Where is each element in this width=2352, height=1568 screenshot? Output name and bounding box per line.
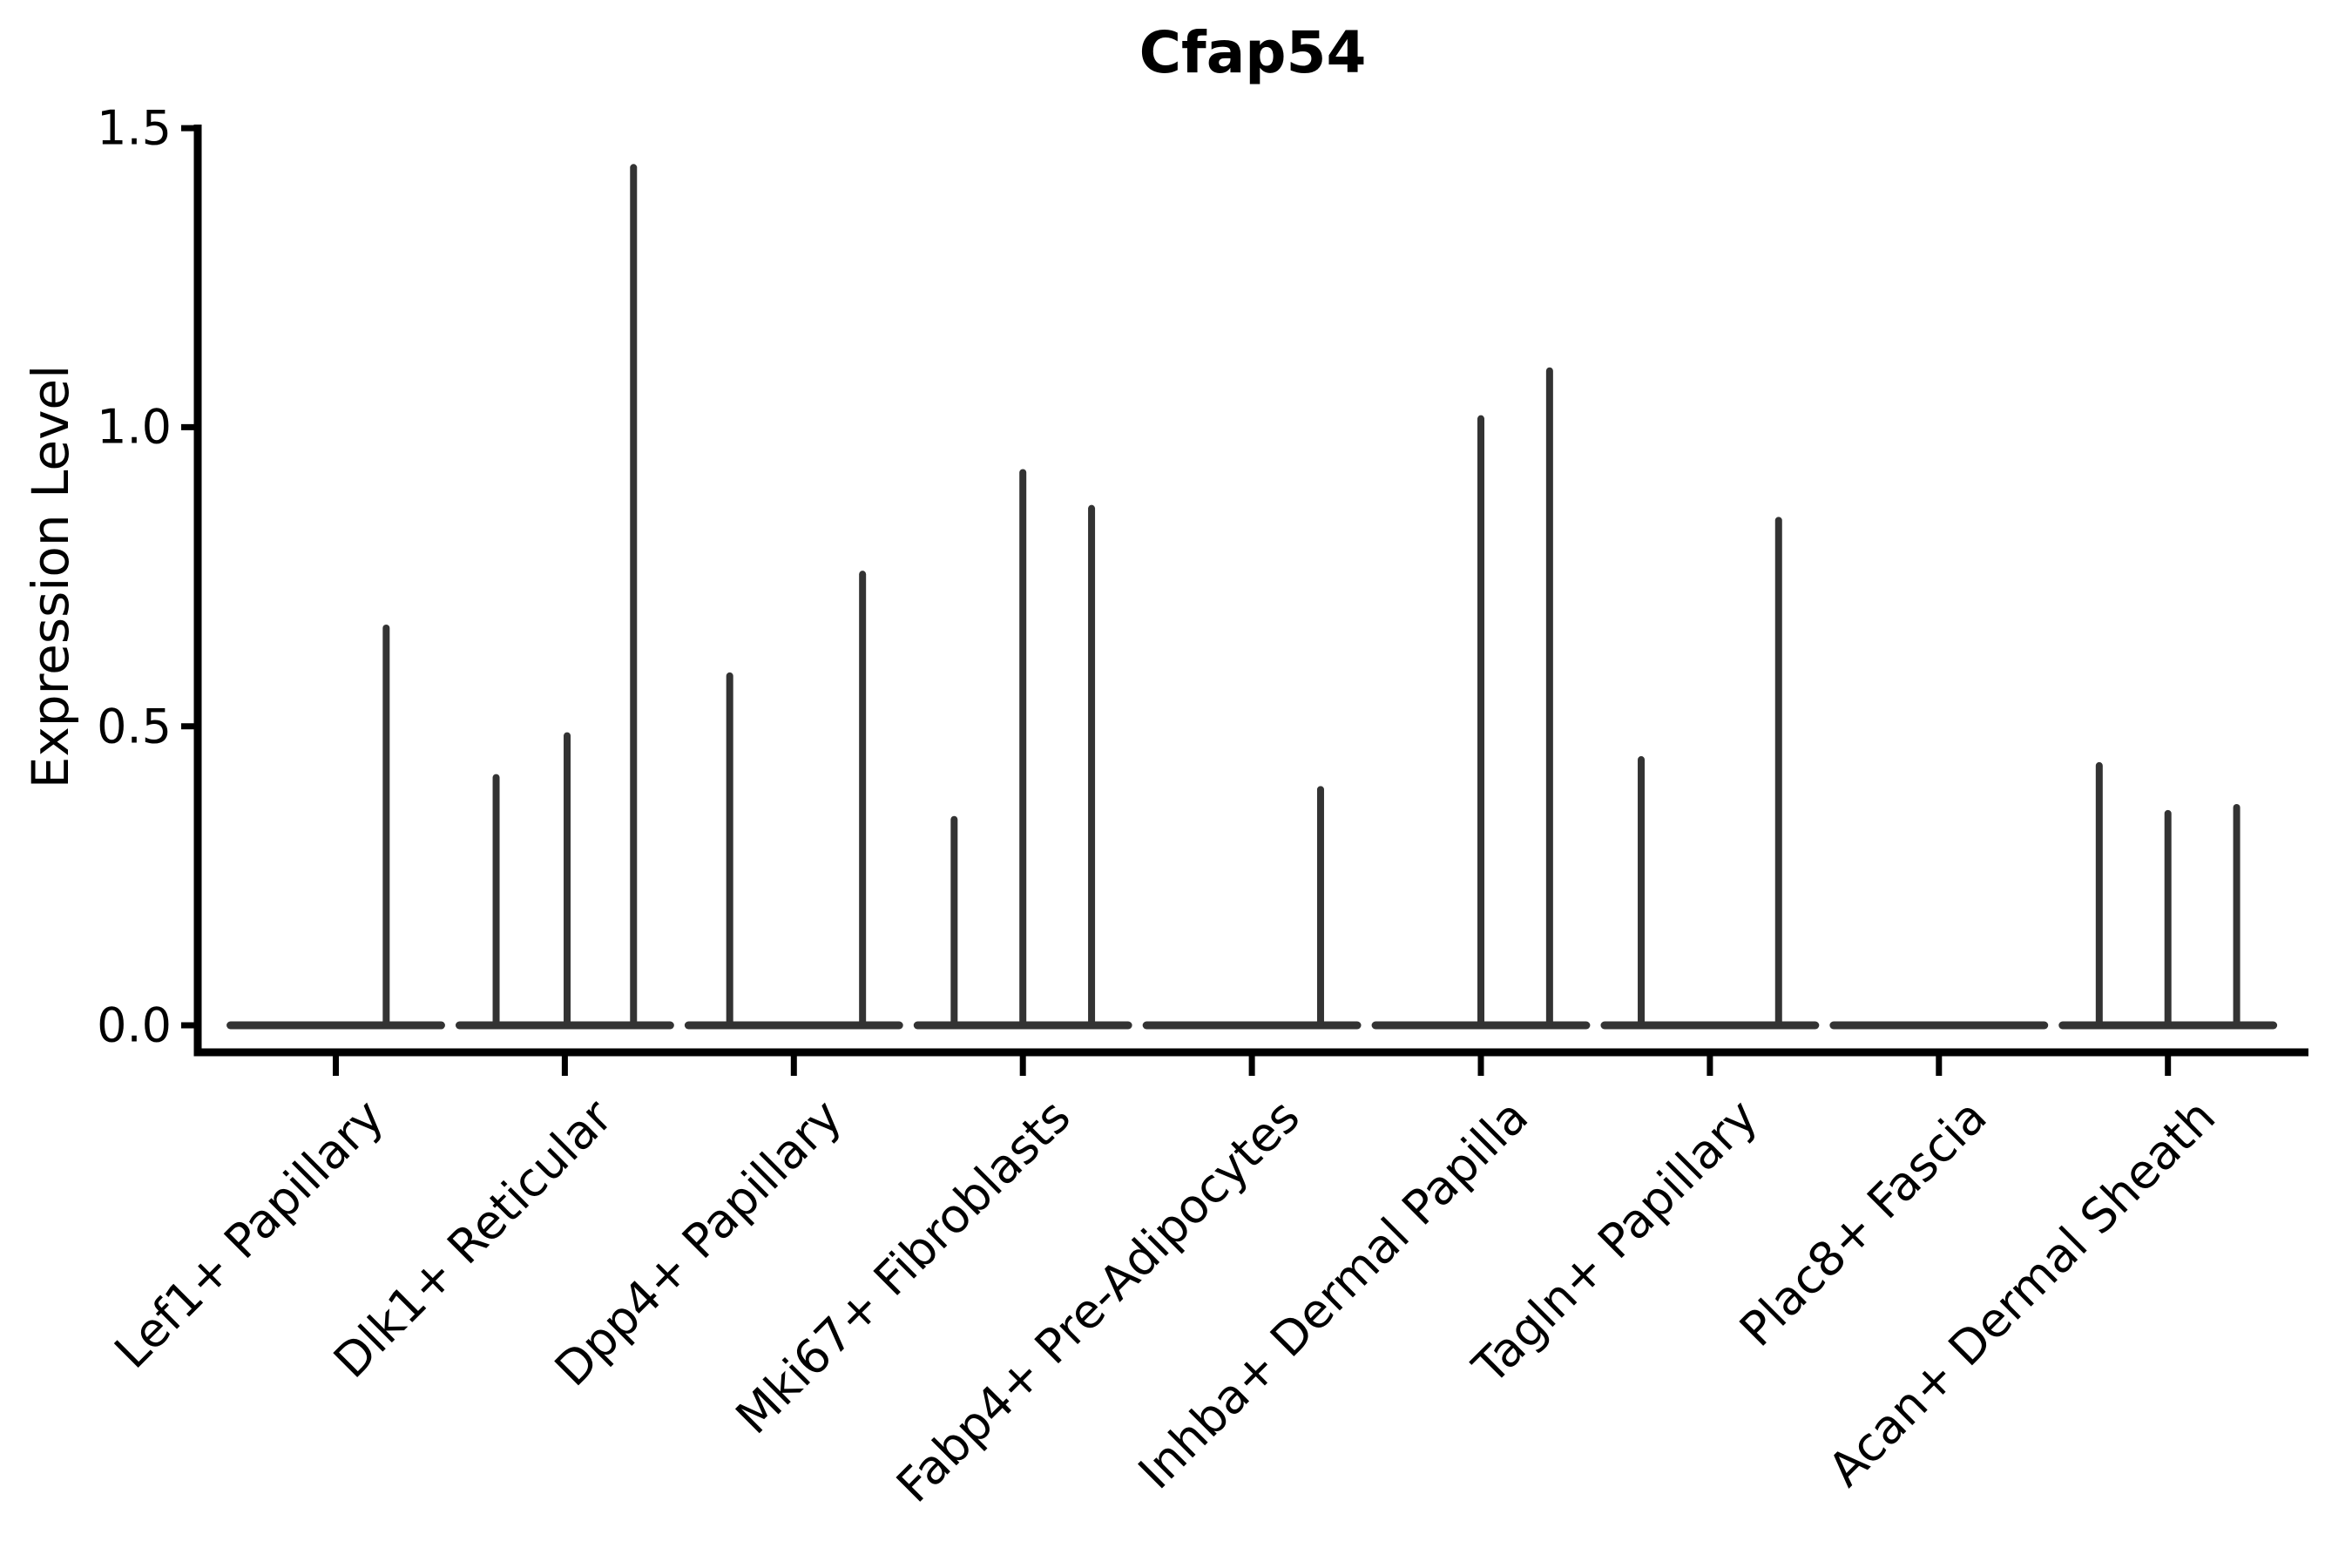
y-tick-label: 0.0 xyxy=(97,997,172,1053)
y-tick-label: 1.0 xyxy=(97,399,172,455)
y-tick-label: 0.5 xyxy=(97,699,172,754)
chart-title: Cfap54 xyxy=(1139,19,1367,86)
y-tick-label: 1.5 xyxy=(97,100,172,156)
